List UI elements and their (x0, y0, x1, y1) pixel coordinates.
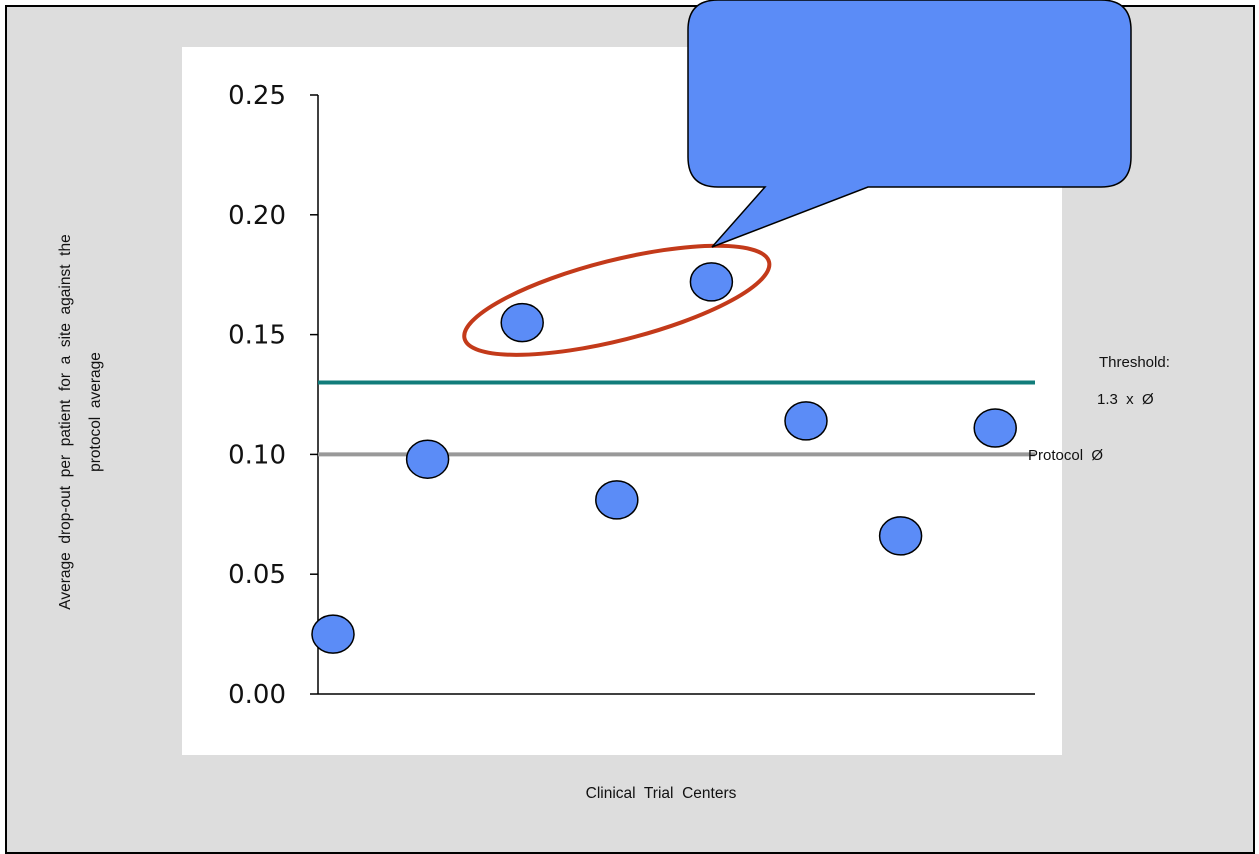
highlighted-data-point (500, 302, 544, 343)
data-point (311, 614, 355, 654)
y-tick-label: 0.10 (228, 440, 286, 470)
y-axis-title-line2: protocol average (87, 352, 104, 472)
data-point (784, 401, 828, 441)
y-tick-label: 0.25 (228, 81, 286, 111)
x-axis-title: Clinical Trial Centers (586, 785, 737, 802)
data-point (595, 480, 639, 520)
y-ticks: 0.00 0.05 0.10 0.15 0.20 0.25 (228, 81, 318, 710)
threshold-label: Threshold: (1099, 354, 1170, 371)
y-tick-label: 0.15 (228, 321, 286, 351)
data-point (405, 439, 450, 479)
y-tick-label: 0.20 (228, 201, 286, 231)
protocol-average-label: Protocol Ø (1028, 447, 1103, 464)
threshold-multiplier-label: 1.3 x Ø (1097, 391, 1154, 408)
axes: 0.00 0.05 0.10 0.15 0.20 0.25 (228, 81, 1035, 710)
data-points (311, 262, 1017, 654)
highlight-ellipse (462, 243, 772, 357)
y-axis-title: Average drop-out per patient for a site … (57, 234, 74, 609)
y-tick-label: 0.05 (228, 560, 286, 590)
y-tick-label: 0.00 (228, 680, 286, 710)
callout-bubble (687, 0, 1132, 248)
data-point (973, 408, 1017, 448)
data-point (878, 516, 923, 556)
highlighted-data-point (689, 262, 734, 302)
